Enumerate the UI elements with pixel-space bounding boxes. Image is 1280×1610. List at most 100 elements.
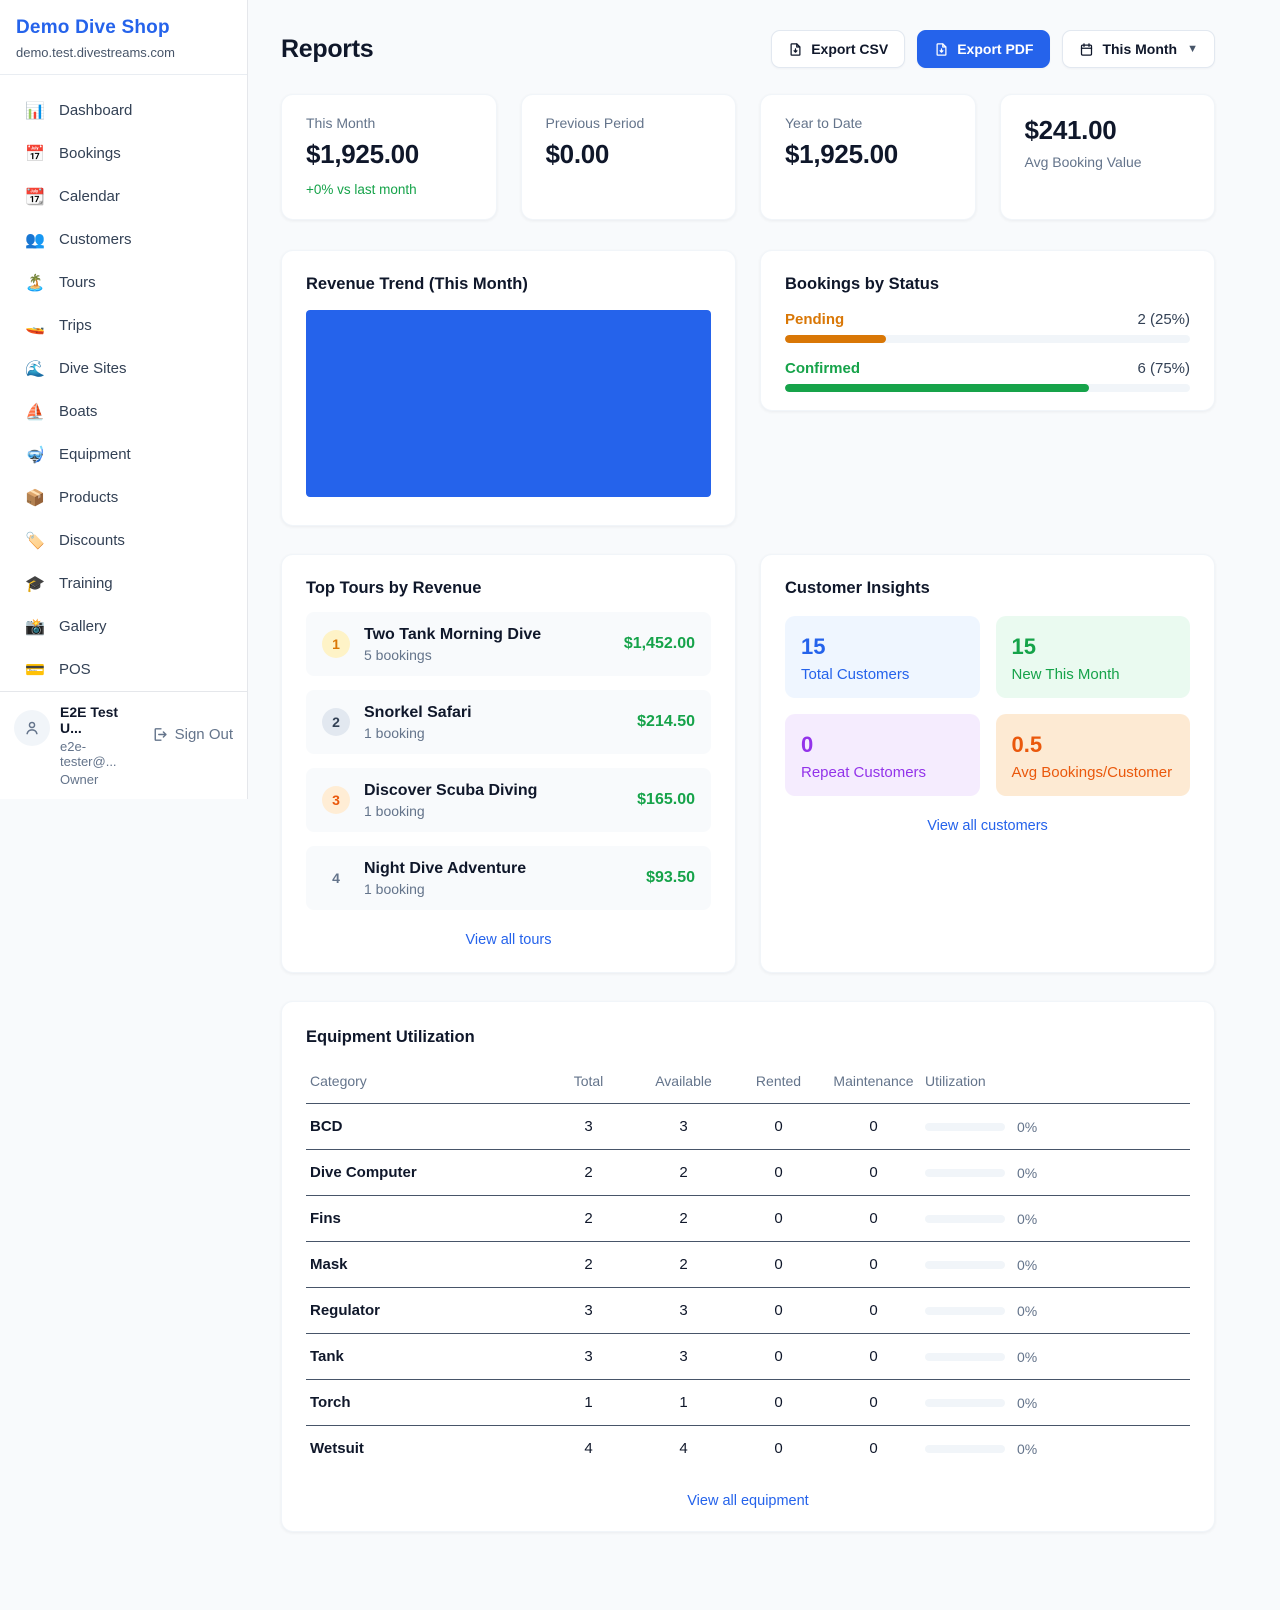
sidebar-item-training[interactable]: 🎓 Training bbox=[12, 562, 235, 605]
cell-maintenance: 0 bbox=[826, 1333, 921, 1380]
sidebar-item-label: Dive Sites bbox=[59, 360, 127, 377]
sidebar-item-label: Calendar bbox=[59, 188, 120, 205]
cell-maintenance: 0 bbox=[826, 1103, 921, 1150]
export-csv-label: Export CSV bbox=[811, 41, 889, 57]
sidebar-item-bookings[interactable]: 📅 Bookings bbox=[12, 132, 235, 175]
cell-category: Fins bbox=[306, 1195, 541, 1242]
sidebar-item-calendar[interactable]: 📆 Calendar bbox=[12, 175, 235, 218]
sidebar-item-dashboard[interactable]: 📊 Dashboard bbox=[12, 89, 235, 132]
sidebar-item-products[interactable]: 📦 Products bbox=[12, 476, 235, 519]
export-csv-button[interactable]: Export CSV bbox=[771, 30, 906, 68]
tour-name: Two Tank Morning Dive bbox=[364, 625, 542, 643]
sidebar-item-pos[interactable]: 💳 POS bbox=[12, 648, 235, 691]
utilization-bar bbox=[925, 1168, 1005, 1177]
table-row: Mask 2 2 0 0 0% bbox=[306, 1241, 1190, 1288]
utilization-pct: 0% bbox=[1017, 1256, 1038, 1273]
diving-mask-icon: 🤿 bbox=[25, 446, 45, 464]
tile-repeat-customers: 0 Repeat Customers bbox=[785, 714, 980, 796]
sidebar-item-equipment[interactable]: 🤿 Equipment bbox=[12, 433, 235, 476]
status-row-confirmed: Confirmed 6 (75%) bbox=[785, 360, 1190, 392]
charts-row: Revenue Trend (This Month) Bookings by S… bbox=[281, 250, 1215, 526]
top-tours-title: Top Tours by Revenue bbox=[306, 579, 482, 597]
sidebar-item-label: Bookings bbox=[59, 145, 121, 162]
status-count-pending: 2 (25%) bbox=[1137, 311, 1190, 328]
sidebar-item-boats[interactable]: ⛵ Boats bbox=[12, 390, 235, 433]
bar-chart-icon: 📊 bbox=[25, 102, 45, 120]
tile-label: Total Customers bbox=[801, 666, 910, 683]
rank-badge: 4 bbox=[332, 870, 340, 886]
sign-out-label: Sign Out bbox=[174, 726, 233, 743]
shop-domain: demo.test.divestreams.com bbox=[16, 45, 175, 60]
sidebar-item-trips[interactable]: 🚤 Trips bbox=[12, 304, 235, 347]
chevron-down-icon: ▼ bbox=[1187, 43, 1198, 55]
tour-bookings: 1 booking bbox=[364, 880, 425, 897]
cell-category: Dive Computer bbox=[306, 1149, 541, 1196]
tour-name: Snorkel Safari bbox=[364, 703, 472, 721]
sidebar-item-dive-sites[interactable]: 🌊 Dive Sites bbox=[12, 347, 235, 390]
tour-revenue: $165.00 bbox=[637, 791, 695, 808]
cell-available: 3 bbox=[636, 1287, 731, 1334]
stat-delta: +0% vs last month bbox=[306, 182, 417, 197]
main-content: Reports Export CSV Export PDF bbox=[248, 0, 1280, 1572]
user-role: Owner bbox=[60, 772, 99, 787]
rank-badge: 2 bbox=[322, 708, 350, 736]
revenue-trend-title: Revenue Trend (This Month) bbox=[306, 275, 528, 293]
equipment-utilization-title: Equipment Utilization bbox=[306, 1028, 475, 1046]
cell-category: BCD bbox=[306, 1103, 541, 1150]
rank-badge: 1 bbox=[322, 630, 350, 658]
stat-card-previous-period: Previous Period $0.00 bbox=[520, 94, 736, 220]
col-maintenance: Maintenance bbox=[826, 1065, 921, 1104]
insights-row: Top Tours by Revenue 1 Two Tank Morning … bbox=[281, 554, 1215, 973]
revenue-bar-chart bbox=[306, 310, 711, 497]
sidebar-item-tours[interactable]: 🏝️ Tours bbox=[12, 261, 235, 304]
shop-name: Demo Dive Shop bbox=[16, 17, 170, 38]
sidebar-item-label: Dashboard bbox=[59, 102, 133, 119]
header-actions: Export CSV Export PDF This Month ▼ bbox=[771, 30, 1215, 68]
cell-category: Regulator bbox=[306, 1287, 541, 1334]
calendar-date-icon: 📅 bbox=[25, 145, 45, 163]
cell-category: Wetsuit bbox=[310, 1440, 364, 1457]
tile-value: 0.5 bbox=[1011, 732, 1043, 757]
graduation-cap-icon: 🎓 bbox=[25, 575, 45, 593]
sidebar-item-gallery[interactable]: 📸 Gallery bbox=[12, 605, 235, 648]
sign-out-button[interactable]: Sign Out bbox=[151, 726, 233, 743]
table-row: Fins 2 2 0 0 0% bbox=[306, 1195, 1190, 1242]
table-row: Dive Computer 2 2 0 0 0% bbox=[306, 1149, 1190, 1196]
export-pdf-button[interactable]: Export PDF bbox=[917, 30, 1051, 68]
cell-total: 2 bbox=[541, 1241, 636, 1288]
tour-name: Night Dive Adventure bbox=[364, 859, 527, 877]
table-row: BCD 3 3 0 0 0% bbox=[306, 1103, 1190, 1150]
sidebar-nav: 📊 Dashboard 📅 Bookings 📆 Calendar 👥 Cust… bbox=[0, 75, 247, 691]
tour-revenue: $93.50 bbox=[646, 869, 695, 886]
view-all-customers-link[interactable]: View all customers bbox=[927, 818, 1048, 834]
utilization-bar bbox=[925, 1444, 1005, 1453]
export-pdf-label: Export PDF bbox=[957, 41, 1034, 57]
cell-category: Torch bbox=[306, 1379, 541, 1426]
sidebar-item-label: Training bbox=[59, 575, 113, 592]
sidebar-user-footer: E2E Test U... e2e-tester@... Owner Sign … bbox=[0, 691, 247, 799]
stat-card-avg-booking-value: $241.00 Avg Booking Value bbox=[999, 94, 1215, 220]
utilization-pct: 0% bbox=[1017, 1440, 1038, 1457]
stat-card-year-to-date: Year to Date $1,925.00 bbox=[760, 94, 976, 220]
file-download-icon bbox=[790, 42, 801, 56]
view-all-equipment-link[interactable]: View all equipment bbox=[687, 1493, 809, 1509]
progress-track bbox=[785, 335, 1190, 343]
cell-rented: 0 bbox=[731, 1287, 826, 1334]
period-dropdown[interactable]: This Month ▼ bbox=[1062, 30, 1215, 68]
user-name: E2E Test U... bbox=[60, 704, 119, 736]
cell-rented: 0 bbox=[731, 1379, 826, 1426]
cell-maintenance: 0 bbox=[869, 1440, 878, 1457]
view-all-tours-link[interactable]: View all tours bbox=[465, 932, 552, 948]
tile-label: New This Month bbox=[1011, 666, 1120, 683]
sidebar-item-customers[interactable]: 👥 Customers bbox=[12, 218, 235, 261]
cell-category: Tank bbox=[306, 1333, 541, 1380]
sidebar-item-discounts[interactable]: 🏷️ Discounts bbox=[12, 519, 235, 562]
stat-cards-row: This Month $1,925.00 +0% vs last month P… bbox=[281, 94, 1215, 220]
insight-tiles: 15 Total Customers 15 New This Month 0 R… bbox=[785, 616, 1190, 796]
credit-card-icon: 💳 bbox=[25, 661, 45, 679]
cell-total: 2 bbox=[541, 1149, 636, 1196]
sidebar-item-label: Trips bbox=[59, 317, 92, 334]
stat-card-this-month: This Month $1,925.00 +0% vs last month bbox=[281, 94, 497, 220]
cell-maintenance: 0 bbox=[826, 1195, 921, 1242]
